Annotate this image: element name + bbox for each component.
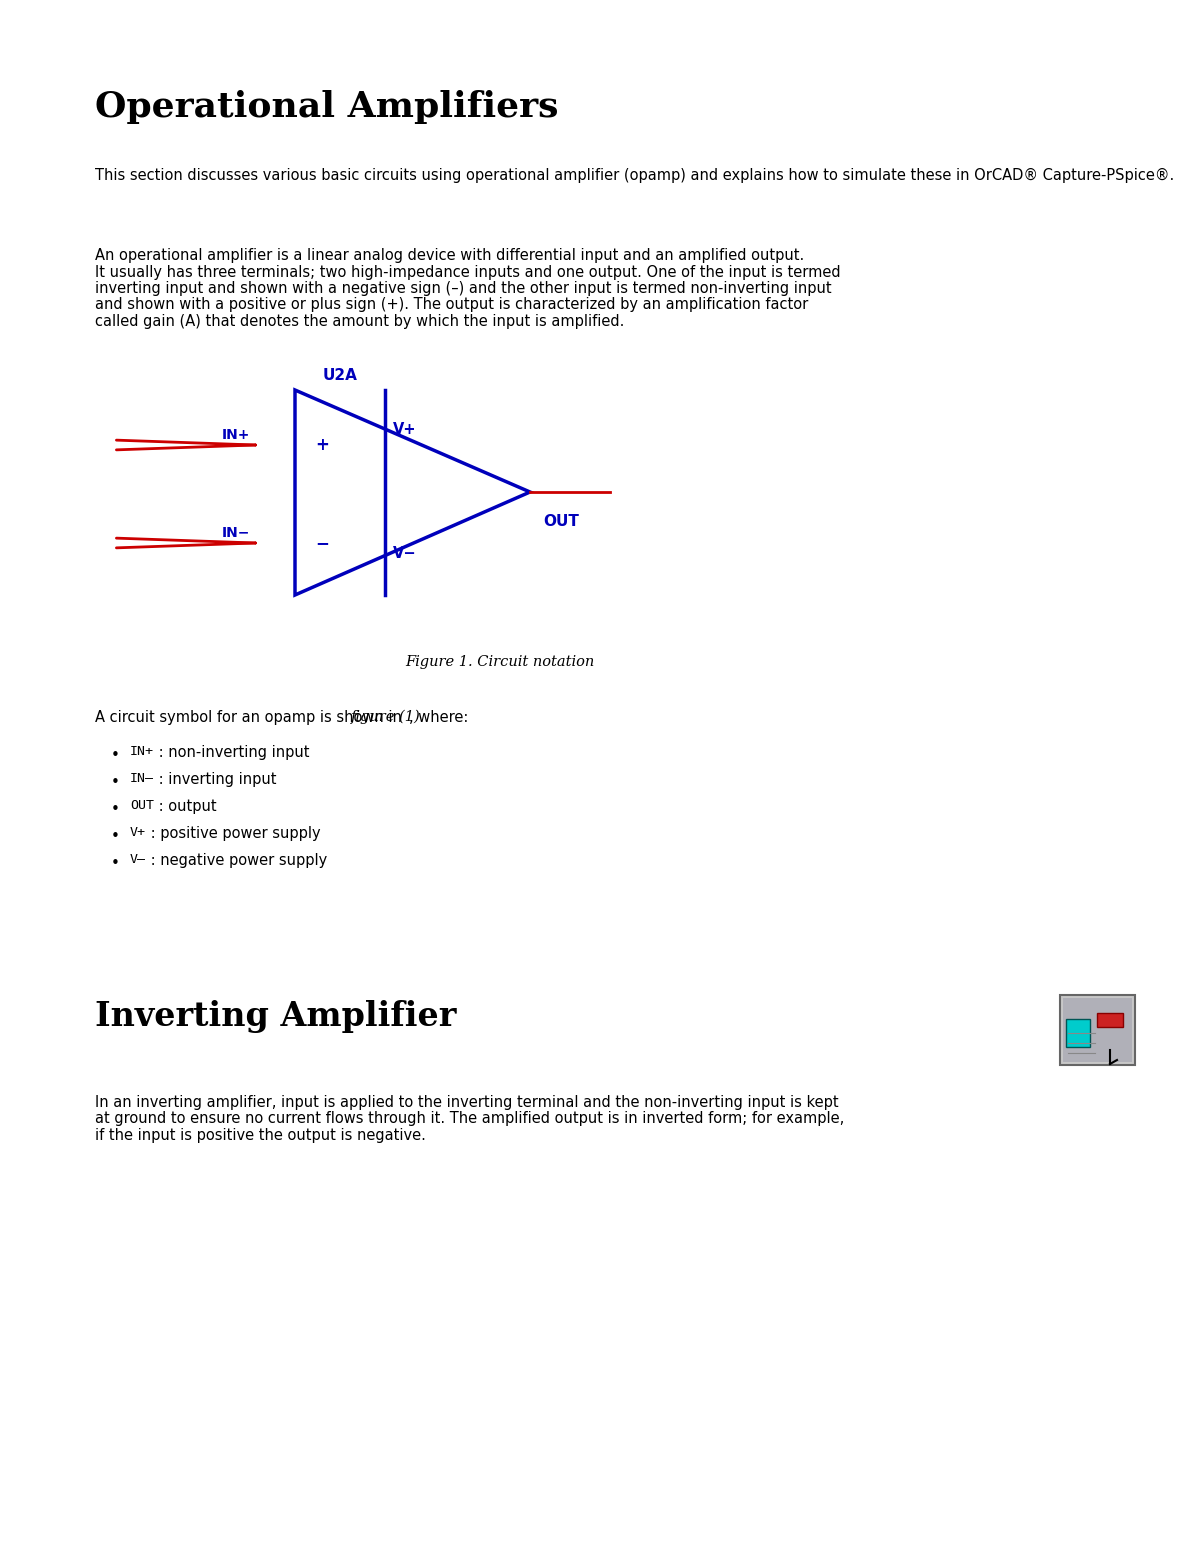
Bar bbox=[1066, 1019, 1090, 1047]
Text: figure (1): figure (1) bbox=[352, 710, 421, 724]
Text: −: − bbox=[314, 534, 329, 551]
Text: Inverting Amplifier: Inverting Amplifier bbox=[95, 1000, 456, 1033]
Text: IN−: IN− bbox=[222, 526, 251, 540]
Text: inverting input and shown with a negative sign (–) and the other input is termed: inverting input and shown with a negativ… bbox=[95, 281, 832, 297]
Text: +: + bbox=[314, 436, 329, 453]
Text: IN+: IN+ bbox=[222, 429, 251, 443]
Text: Operational Amplifiers: Operational Amplifiers bbox=[95, 90, 558, 124]
Text: U2A: U2A bbox=[323, 368, 358, 384]
Text: , where:: , where: bbox=[409, 710, 468, 725]
Text: An operational amplifier is a linear analog device with differential input and a: An operational amplifier is a linear ana… bbox=[95, 248, 804, 262]
Text: V–: V– bbox=[130, 853, 146, 867]
Text: OUT: OUT bbox=[130, 798, 154, 812]
Text: : non-inverting input: : non-inverting input bbox=[154, 745, 310, 759]
Text: : positive power supply: : positive power supply bbox=[146, 826, 320, 842]
Text: : output: : output bbox=[154, 798, 217, 814]
Text: V−: V− bbox=[394, 545, 416, 561]
Text: called gain (A) that denotes the amount by which the input is amplified.: called gain (A) that denotes the amount … bbox=[95, 314, 624, 329]
Text: This section discusses various basic circuits using operational amplifier (opamp: This section discusses various basic cir… bbox=[95, 168, 1175, 183]
Text: at ground to ensure no current flows through it. The amplified output is in inve: at ground to ensure no current flows thr… bbox=[95, 1112, 845, 1126]
Text: It usually has three terminals; two high-impedance inputs and one output. One of: It usually has three terminals; two high… bbox=[95, 264, 841, 280]
Bar bbox=[1063, 999, 1132, 1062]
Text: and shown with a positive or plus sign (+). The output is characterized by an am: and shown with a positive or plus sign (… bbox=[95, 298, 809, 312]
Text: : inverting input: : inverting input bbox=[154, 772, 276, 787]
Text: •: • bbox=[110, 829, 120, 843]
Text: •: • bbox=[110, 749, 120, 763]
Text: •: • bbox=[110, 801, 120, 817]
Bar bbox=[1060, 995, 1135, 1065]
Text: •: • bbox=[110, 856, 120, 871]
Text: V+: V+ bbox=[394, 422, 416, 438]
Text: In an inverting amplifier, input is applied to the inverting terminal and the no: In an inverting amplifier, input is appl… bbox=[95, 1095, 839, 1110]
Text: IN+: IN+ bbox=[130, 745, 154, 758]
Text: A circuit symbol for an opamp is shown in: A circuit symbol for an opamp is shown i… bbox=[95, 710, 407, 725]
Text: IN–: IN– bbox=[130, 772, 154, 784]
Text: OUT: OUT bbox=[542, 514, 578, 530]
Bar bbox=[1097, 1013, 1123, 1027]
Text: Figure 1. Circuit notation: Figure 1. Circuit notation bbox=[406, 655, 595, 669]
Text: •: • bbox=[110, 775, 120, 790]
Text: : negative power supply: : negative power supply bbox=[146, 853, 328, 868]
Text: if the input is positive the output is negative.: if the input is positive the output is n… bbox=[95, 1127, 426, 1143]
Text: V+: V+ bbox=[130, 826, 146, 839]
